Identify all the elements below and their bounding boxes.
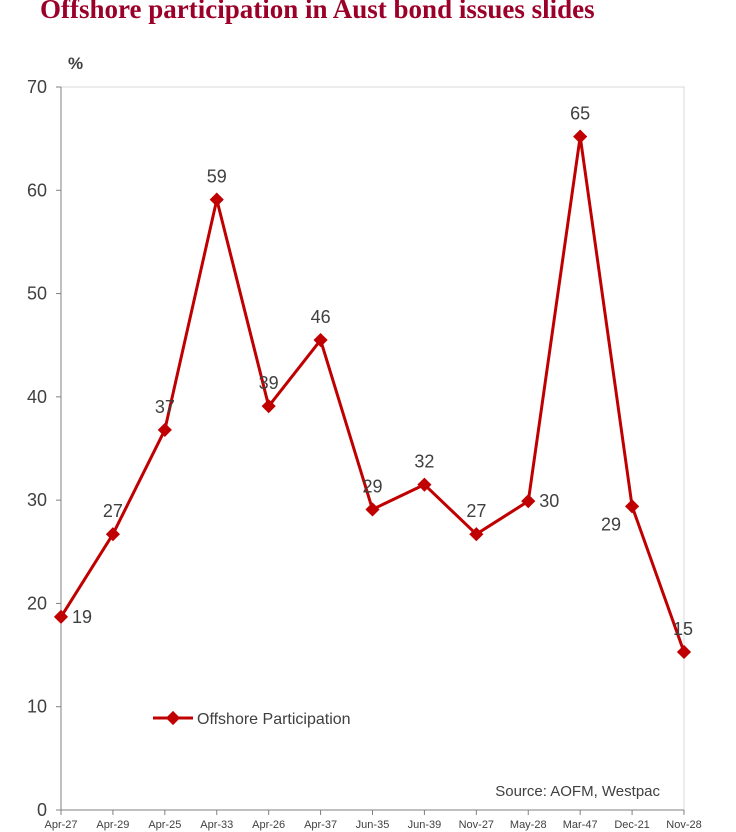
data-point-marker	[417, 477, 432, 492]
data-label: 59	[207, 167, 227, 187]
data-label: 30	[539, 491, 559, 511]
data-label: 29	[601, 514, 621, 534]
data-point-marker	[313, 332, 328, 348]
data-point-marker	[105, 527, 120, 542]
y-tick-label: 20	[27, 593, 47, 613]
y-ticks: 0 10 20 30 40 50 60 70	[27, 77, 61, 820]
y-tick-label: 30	[27, 490, 47, 510]
data-label: 39	[259, 373, 279, 393]
data-point-marker	[53, 609, 69, 624]
data-point-marker	[573, 129, 588, 144]
x-tick-label: Apr-29	[96, 819, 129, 831]
x-tick-label: Jun-39	[408, 819, 442, 831]
y-axis-unit: %	[68, 54, 83, 73]
x-tick-label: Apr-27	[44, 819, 77, 831]
series-line-offshore-participation	[59, 135, 686, 653]
data-point-marker	[521, 494, 536, 509]
x-tick-label: Mar-47	[563, 819, 598, 831]
data-label: 15	[673, 619, 693, 639]
data-labels: 19 27 37 59 39 46 29 32 27 30 65 29 15	[72, 104, 693, 639]
data-point-marker	[469, 527, 484, 542]
x-tick-label: Dec-21	[614, 819, 649, 831]
x-tick-label: Nov-28	[666, 819, 701, 831]
data-point-marker	[261, 399, 276, 414]
y-tick-label: 70	[27, 77, 47, 97]
legend: Offshore Participation	[153, 710, 351, 728]
data-point-marker	[676, 644, 692, 660]
data-label: 19	[72, 607, 92, 627]
x-tick-label: May-28	[510, 819, 547, 831]
data-label: 65	[570, 104, 590, 124]
data-label: 46	[311, 307, 331, 327]
y-tick-label: 50	[27, 284, 47, 304]
y-tick-label: 60	[27, 180, 47, 200]
y-tick-label: 10	[27, 697, 47, 717]
x-tick-label: Nov-27	[459, 819, 494, 831]
data-label: 27	[466, 501, 486, 521]
x-ticks: Apr-27 Apr-29 Apr-25 Apr-33 Apr-26 Apr-37 Jun-…	[44, 810, 702, 831]
x-tick-label: Apr-26	[252, 819, 285, 831]
data-point-marker	[209, 192, 224, 207]
x-tick-label: Apr-33	[200, 819, 233, 831]
data-label: 29	[362, 476, 382, 496]
y-tick-label: 0	[37, 800, 47, 820]
data-point-marker	[365, 502, 380, 517]
source-note: Source: AOFM, Westpac	[495, 783, 660, 800]
legend-swatch-marker	[165, 710, 181, 726]
x-tick-label: Apr-37	[304, 819, 337, 831]
chart-title: Offshore participation in Aust bond issu…	[40, 0, 595, 24]
x-tick-label: Apr-25	[148, 819, 181, 831]
series-markers	[53, 129, 692, 660]
data-label: 27	[103, 501, 123, 521]
data-point-marker	[157, 422, 172, 437]
data-label: 37	[155, 397, 175, 417]
x-tick-label: Jun-35	[356, 819, 390, 831]
y-tick-label: 40	[27, 387, 47, 407]
legend-label: Offshore Participation	[197, 711, 351, 728]
data-label: 32	[414, 452, 434, 472]
data-point-marker	[625, 499, 640, 514]
